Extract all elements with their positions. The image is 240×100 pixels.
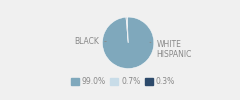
Legend: 99.0%, 0.7%, 0.3%: 99.0%, 0.7%, 0.3% — [70, 76, 176, 87]
Text: WHITE
HISPANIC: WHITE HISPANIC — [150, 40, 192, 59]
Wedge shape — [126, 17, 128, 43]
Wedge shape — [126, 17, 128, 43]
Wedge shape — [102, 17, 154, 68]
Text: BLACK: BLACK — [74, 37, 106, 46]
